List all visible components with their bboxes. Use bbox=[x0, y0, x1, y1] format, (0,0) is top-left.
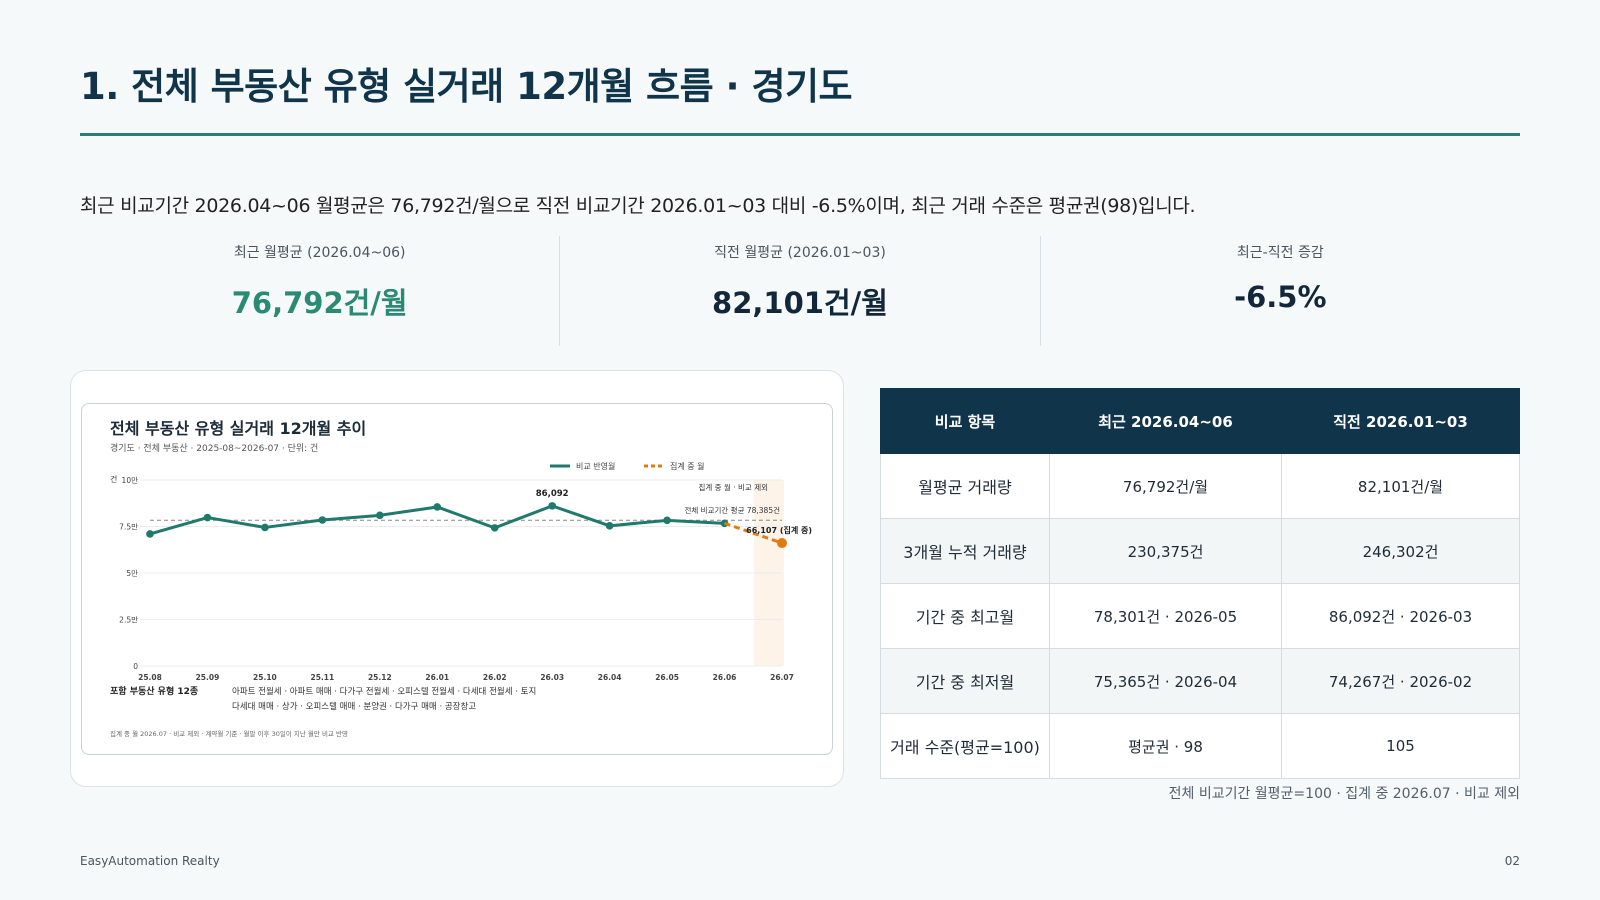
kpi-change-value: -6.5% bbox=[1234, 280, 1327, 314]
table-cell: 78,301건 · 2026-05 bbox=[1049, 583, 1282, 649]
table-row: 기간 중 최고월 78,301건 · 2026-05 86,092건 · 202… bbox=[880, 583, 1520, 649]
data-point bbox=[605, 522, 614, 530]
y-unit-label: 건 bbox=[110, 474, 117, 484]
peak-data-label: 86,092 bbox=[536, 489, 569, 499]
x-tick-label: 26.02 bbox=[483, 673, 507, 682]
kpi-row: 최근 월평균 (2026.04~06) 76,792건/월 직전 월평균 (20… bbox=[80, 236, 1520, 346]
x-tick-label: 25.09 bbox=[196, 673, 220, 682]
y-tick-label: 0 bbox=[133, 662, 138, 671]
kpi-change-label: 최근-직전 증감 bbox=[1236, 245, 1324, 261]
x-tick-labels: 25.08 25.09 25.10 25.11 25.12 26.01 26.02 26.03… bbox=[138, 673, 794, 682]
table-cell: 246,302건 bbox=[1281, 518, 1520, 584]
x-tick-label: 26.01 bbox=[425, 673, 449, 682]
table-header-previous: 직전 2026.01~03 bbox=[1281, 388, 1520, 454]
footer-brand: EasyAutomation Realty bbox=[80, 854, 220, 868]
chart-image-panel: 전체 부동산 유형 실거래 12개월 추이 경기도 · 전체 부동산 · 202… bbox=[81, 403, 833, 755]
table-cell: 거래 수준(평균=100) bbox=[880, 713, 1050, 779]
chart-title: 전체 부동산 유형 실거래 12개월 추이 bbox=[110, 419, 366, 438]
chart-footnote: 집계 중 월 2026.07 · 비교 제외 · 계약월 기준 · 월말 이후 … bbox=[110, 729, 348, 738]
x-tick-label: 26.04 bbox=[598, 673, 622, 682]
kpi-recent-label: 최근 월평균 (2026.04~06) bbox=[233, 245, 406, 261]
y-tick-label: 10만 bbox=[122, 476, 139, 485]
y-tick-label: 7.5만 bbox=[119, 523, 138, 532]
table-row: 거래 수준(평균=100) 평균권 · 98 105 bbox=[880, 713, 1520, 779]
data-point bbox=[490, 524, 499, 532]
y-tick-label: 2.5만 bbox=[119, 616, 138, 625]
chart-card: 전체 부동산 유형 실거래 12개월 추이 경기도 · 전체 부동산 · 202… bbox=[70, 370, 844, 787]
page-title: 1. 전체 부동산 유형 실거래 12개월 흐름 · 경기도 bbox=[80, 65, 853, 108]
data-point bbox=[376, 511, 384, 520]
grid-layer bbox=[140, 479, 782, 667]
table-cell: 3개월 누적 거래량 bbox=[880, 518, 1050, 584]
x-tick-label: 25.08 bbox=[138, 673, 162, 682]
x-tick-label: 26.03 bbox=[540, 673, 564, 682]
table-header-row: 비교 항목 최근 2026.04~06 직전 2026.01~03 bbox=[880, 388, 1520, 454]
chart-subtitle: 경기도 · 전체 부동산 · 2025-08~2026-07 · 단위: 건 bbox=[110, 442, 318, 454]
table-cell: 75,365건 · 2026-04 bbox=[1049, 648, 1282, 714]
data-point bbox=[318, 516, 327, 524]
x-tick-label: 26.06 bbox=[713, 673, 737, 682]
legend-pending-label: 집계 중 월 bbox=[670, 461, 705, 471]
x-tick-label: 25.10 bbox=[253, 673, 277, 682]
kpi-previous-value: 82,101건/월 bbox=[712, 286, 888, 320]
table-cell: 76,792건/월 bbox=[1049, 453, 1282, 519]
data-point bbox=[548, 502, 556, 510]
table-note: 전체 비교기간 월평균=100 · 집계 중 2026.07 · 비교 제외 bbox=[1168, 786, 1520, 802]
table-row: 기간 중 최저월 75,365건 · 2026-04 74,267건 · 202… bbox=[880, 648, 1520, 714]
summary-text: 최근 비교기간 2026.04~06 월평균은 76,792건/월으로 직전 비… bbox=[80, 195, 1196, 217]
kpi-recent: 최근 월평균 (2026.04~06) 76,792건/월 bbox=[80, 236, 561, 346]
kpi-change: 최근-직전 증감 -6.5% bbox=[1041, 236, 1520, 346]
table-cell: 기간 중 최고월 bbox=[880, 583, 1050, 649]
data-point-pending bbox=[777, 538, 787, 549]
table-cell: 월평균 거래량 bbox=[880, 453, 1050, 519]
average-line-label: 전체 비교기간 평균 78,385건 bbox=[685, 505, 781, 515]
legend-main-label: 비교 반영월 bbox=[576, 461, 615, 471]
included-types-line1: 아파트 전월세 · 아파트 매매 · 다가구 전월세 · 오피스텔 전월세 · … bbox=[232, 686, 536, 697]
table-row: 월평균 거래량 76,792건/월 82,101건/월 bbox=[880, 453, 1520, 519]
pending-data-label: 66,107 (집계 중) bbox=[746, 525, 812, 535]
pending-band-label: 집계 중 월 · 비교 제외 bbox=[698, 482, 768, 492]
included-types-label: 포함 부동산 유형 12종 bbox=[110, 685, 198, 697]
table-cell: 74,267건 · 2026-02 bbox=[1281, 648, 1520, 714]
table-header-recent: 최근 2026.04~06 bbox=[1049, 388, 1282, 454]
y-tick-label: 5만 bbox=[126, 569, 138, 578]
x-tick-label: 26.07 bbox=[770, 673, 794, 682]
series-line-pending bbox=[724, 521, 783, 545]
table-cell: 기간 중 최저월 bbox=[880, 648, 1050, 714]
data-point bbox=[146, 530, 154, 538]
series-layer bbox=[146, 502, 787, 549]
table-cell: 82,101건/월 bbox=[1281, 453, 1520, 519]
data-point bbox=[663, 516, 671, 525]
data-point bbox=[203, 513, 212, 522]
table-cell: 86,092건 · 2026-03 bbox=[1281, 583, 1520, 649]
kpi-recent-value: 76,792건/월 bbox=[231, 286, 408, 320]
x-tick-label: 25.12 bbox=[368, 673, 392, 682]
x-tick-label: 25.11 bbox=[310, 673, 334, 682]
table-header-item: 비교 항목 bbox=[880, 388, 1050, 454]
table-row: 3개월 누적 거래량 230,375건 246,302건 bbox=[880, 518, 1520, 584]
kpi-previous-label: 직전 월평균 (2026.01~03) bbox=[714, 245, 886, 261]
y-tick-labels: 0 2.5만 5만 7.5만 10만 bbox=[119, 476, 138, 671]
title-divider bbox=[80, 133, 1520, 136]
table-cell: 230,375건 bbox=[1049, 518, 1282, 584]
kpi-previous: 직전 월평균 (2026.01~03) 82,101건/월 bbox=[560, 236, 1041, 346]
trend-chart: 전체 부동산 유형 실거래 12개월 추이 경기도 · 전체 부동산 · 202… bbox=[110, 419, 812, 738]
table-cell: 105 bbox=[1281, 713, 1520, 779]
page-number: 02 bbox=[1504, 854, 1520, 868]
data-point bbox=[433, 503, 442, 511]
x-tick-label: 26.05 bbox=[655, 673, 679, 682]
table-cell: 평균권 · 98 bbox=[1049, 713, 1282, 779]
data-point bbox=[261, 523, 269, 532]
included-types-line2: 다세대 매매 · 상가 · 오피스텔 매매 · 분양권 · 다가구 매매 · 공… bbox=[232, 701, 476, 712]
comparison-table: 비교 항목 최근 2026.04~06 직전 2026.01~03 월평균 거래… bbox=[880, 388, 1520, 779]
